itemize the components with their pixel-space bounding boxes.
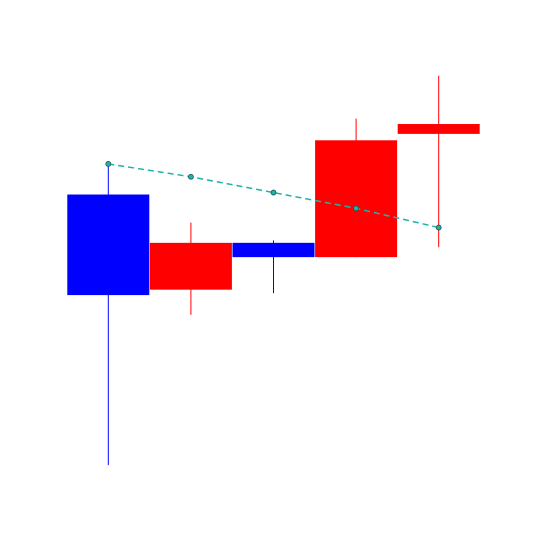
candle-body-3 xyxy=(232,242,315,258)
trendline xyxy=(108,163,439,229)
trendline-marker-2 xyxy=(187,173,194,180)
trendline-marker-4 xyxy=(353,205,360,212)
body-group xyxy=(67,124,480,296)
candle-body-2 xyxy=(149,242,232,290)
trendline-marker-3 xyxy=(270,189,277,196)
trendline-marker-1 xyxy=(105,161,112,167)
candle-body-1 xyxy=(67,194,150,296)
trendline-group xyxy=(105,161,442,231)
candle-body-4 xyxy=(315,140,398,258)
trendline-marker-5 xyxy=(435,224,442,231)
candle-body-5 xyxy=(397,124,480,134)
